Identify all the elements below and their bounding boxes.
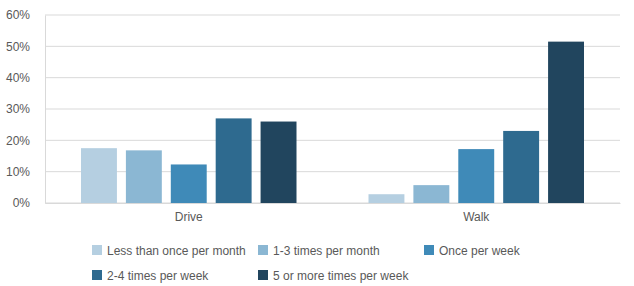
bars <box>81 42 584 203</box>
legend-label: 5 or more times per week <box>273 269 409 283</box>
legend-item: Once per week <box>424 244 521 258</box>
bar <box>503 131 539 203</box>
legend: Less than once per month 1-3 times per mo… <box>92 244 521 283</box>
tick-label: 60% <box>6 8 30 22</box>
bar <box>369 194 405 203</box>
legend-label: 2-4 times per week <box>107 269 209 283</box>
legend-swatch <box>424 245 434 255</box>
bar <box>81 148 117 203</box>
tick-label: 20% <box>6 134 30 148</box>
grid-line <box>45 109 620 110</box>
bar <box>261 122 297 203</box>
bar <box>216 118 252 203</box>
bar <box>413 185 449 203</box>
bar <box>126 150 162 203</box>
tick: 50% <box>6 40 45 54</box>
axis-line <box>45 16 46 204</box>
tick: Drive <box>175 203 203 224</box>
bar <box>171 164 207 203</box>
bar <box>458 149 494 203</box>
legend-label: Once per week <box>439 244 521 258</box>
tick-label: 0% <box>13 196 31 210</box>
x-axis: Drive Walk <box>46 203 621 224</box>
plot: 0% 10% 20% 30% 40% 50% 60% Drive Walk <box>6 8 621 223</box>
tick: 10% <box>6 165 45 179</box>
legend-item: 2-4 times per week <box>92 269 209 283</box>
legend-item: Less than once per month <box>92 244 246 258</box>
legend-swatch <box>258 270 268 280</box>
grid-line <box>45 15 620 16</box>
axis-line <box>46 203 621 204</box>
tick-label: 10% <box>6 165 30 179</box>
tick: 40% <box>6 71 45 85</box>
legend-label: Less than once per month <box>107 244 246 258</box>
grid-line <box>45 46 620 47</box>
legend-item: 1-3 times per month <box>258 244 380 258</box>
legend-label: 1-3 times per month <box>273 244 380 258</box>
tick: 0% <box>13 196 45 210</box>
y-axis: 0% 10% 20% 30% 40% 50% 60% <box>6 8 46 210</box>
tick: 30% <box>6 102 45 116</box>
tick: Walk <box>463 203 490 224</box>
tick-label: 30% <box>6 102 30 116</box>
legend-swatch <box>258 245 268 255</box>
tick: 60% <box>6 8 45 22</box>
legend-item: 5 or more times per week <box>258 269 409 283</box>
tick-label: 50% <box>6 40 30 54</box>
grid <box>45 15 620 203</box>
tick: 20% <box>6 134 45 148</box>
chart: 0% 10% 20% 30% 40% 50% 60% Drive Walk Less than o… <box>0 0 634 286</box>
tick-label: Drive <box>175 210 203 224</box>
tick-label: Walk <box>463 210 490 224</box>
tick-label: 40% <box>6 71 30 85</box>
legend-swatch <box>92 270 102 280</box>
legend-swatch <box>92 245 102 255</box>
grid-line <box>45 77 620 78</box>
bar <box>548 42 584 203</box>
